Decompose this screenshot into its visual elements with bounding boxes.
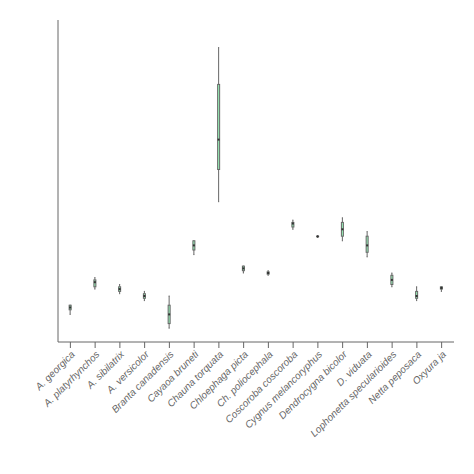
- svg-text:Chauna torquata: Chauna torquata: [164, 348, 226, 410]
- svg-text:Branta canadensis: Branta canadensis: [109, 348, 176, 415]
- svg-text:Lophonetta specularioides: Lophonetta specularioides: [308, 348, 399, 439]
- svg-text:A. platyrhynchos: A. platyrhynchos: [41, 348, 102, 409]
- svg-text:Cygnus melancoryphus: Cygnus melancoryphus: [242, 348, 325, 431]
- svg-text:Cayaoa bruneti: Cayaoa bruneti: [144, 348, 201, 405]
- svg-text:Oxyura ja: Oxyura ja: [410, 348, 448, 386]
- svg-text:Chloephaga picta: Chloephaga picta: [187, 348, 251, 412]
- svg-text:D. viduata: D. viduata: [334, 348, 374, 389]
- svg-text:Dendrocygna bicolor: Dendrocygna bicolor: [276, 348, 350, 422]
- svg-text:Netta peposaca: Netta peposaca: [366, 348, 424, 406]
- svg-text:A. sibilatrix: A. sibilatrix: [84, 348, 127, 391]
- svg-text:A. versicolor: A. versicolor: [104, 348, 152, 396]
- svg-text:Ch. poliocephala: Ch. poliocephala: [214, 348, 275, 410]
- svg-text:A. georgica: A. georgica: [33, 348, 77, 393]
- svg-text:Coscoroba coscoroba: Coscoroba coscoroba: [223, 348, 300, 426]
